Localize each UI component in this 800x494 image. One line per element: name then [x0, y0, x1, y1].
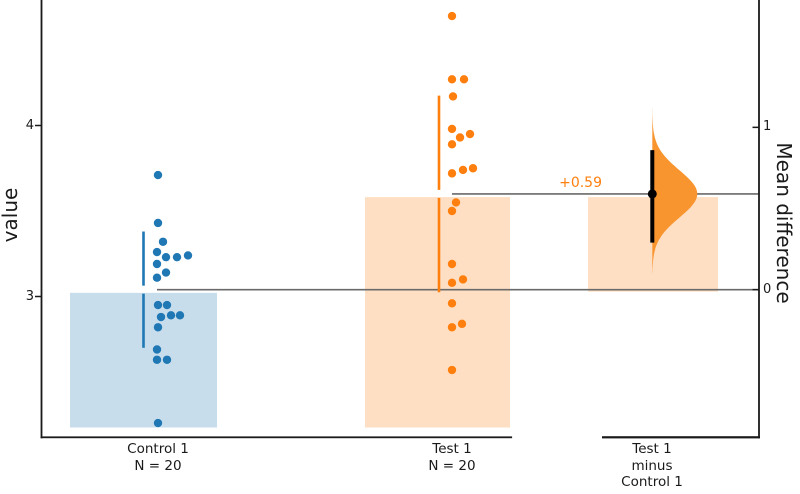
swarm-dot: [158, 237, 168, 246]
swarm-dot: [172, 252, 182, 262]
swarm-dot: [153, 418, 163, 428]
right-axis-tick-0: 0: [763, 281, 772, 297]
contrast-line-2: minus: [631, 457, 673, 474]
control-group-n: N = 20: [134, 457, 182, 474]
left-axis-spine: [40, 0, 43, 439]
swarm-dot: [183, 251, 193, 260]
contrast-line-1: Test 1: [632, 441, 672, 457]
swarm-dot: [162, 355, 172, 364]
swarm-dot: [447, 278, 457, 288]
swarm-dot: [152, 247, 162, 257]
swarm-dot: [447, 124, 457, 134]
bootstrap-violin: [652, 107, 698, 274]
swarm-dot: [459, 75, 469, 84]
contrast-line-3: Control 1: [621, 474, 683, 490]
y-axis-label-value: value: [0, 187, 22, 243]
left-axis-tick-4: 4: [25, 117, 34, 133]
right-axis-tick-1: 1: [763, 119, 772, 135]
swarm-dot: [458, 165, 468, 175]
swarm-dot: [447, 75, 457, 84]
swarm-dot: [447, 323, 457, 332]
swarm-dot: [451, 198, 461, 207]
swarm-dot: [455, 133, 465, 142]
swarm-dot: [458, 275, 468, 284]
control-group-name: Control 1: [127, 441, 189, 457]
swarm-dot: [161, 252, 171, 262]
swarm-dot: [447, 140, 457, 149]
swarm-dot: [153, 170, 163, 180]
swarm-dot: [447, 206, 457, 216]
main-bottom-spine: [40, 436, 513, 439]
mean-difference-annotation: +0.59: [559, 175, 602, 192]
left-axis-tick-3: 3: [25, 288, 34, 304]
swarm-dot: [152, 355, 162, 364]
contrast-bottom-spine: [602, 436, 760, 439]
swarm-dot: [447, 169, 457, 178]
swarm-dot: [448, 92, 458, 101]
swarm-dot: [465, 129, 475, 139]
swarm-dot: [166, 311, 176, 320]
swarm-dot: [447, 365, 457, 375]
swarm-dot: [152, 259, 162, 269]
group-bar: [365, 197, 510, 428]
y-axis-label-mean-difference: Mean difference: [772, 142, 796, 304]
swarm-dot: [152, 273, 162, 282]
swarm-dot: [161, 268, 171, 277]
x-tick-label-control: Control 1 N = 20: [78, 441, 238, 474]
swarm-dot: [156, 312, 166, 322]
right-axis-spine: [758, 0, 760, 439]
swarm-dot: [447, 299, 457, 308]
swarm-dot: [447, 11, 457, 21]
swarm-dot: [152, 345, 162, 354]
swarm-dot: [153, 218, 163, 228]
x-tick-label-test: Test 1 N = 20: [372, 441, 532, 474]
swarm-dot: [457, 319, 467, 329]
test-group-name: Test 1: [432, 441, 472, 457]
x-tick-label-contrast: Test 1 minus Control 1: [572, 441, 732, 491]
swarm-dot: [153, 300, 163, 310]
swarm-dot: [468, 164, 478, 173]
swarm-dot: [162, 300, 172, 310]
swarm-dot: [175, 311, 185, 320]
test-group-n: N = 20: [428, 457, 476, 474]
effect-size-dot: [647, 189, 657, 199]
swarm-dot: [153, 323, 163, 332]
swarm-dot: [447, 259, 457, 269]
